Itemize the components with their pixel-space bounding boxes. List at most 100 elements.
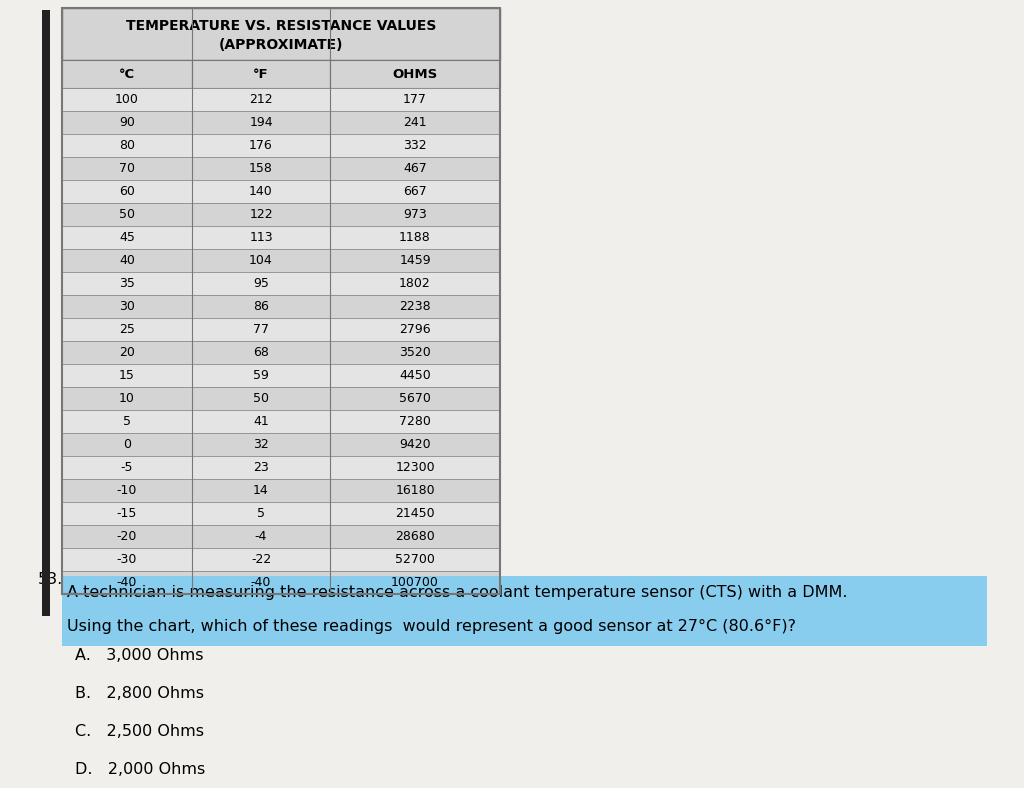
Text: 332: 332 — [403, 139, 427, 152]
Bar — [330, 364, 500, 387]
Bar — [193, 433, 330, 456]
Bar — [193, 548, 330, 571]
Text: 212: 212 — [249, 93, 272, 106]
Bar — [62, 433, 193, 456]
Text: 10: 10 — [119, 392, 135, 405]
Text: 241: 241 — [403, 116, 427, 129]
Bar — [62, 502, 193, 525]
Bar — [330, 571, 500, 594]
Bar — [62, 157, 193, 180]
Text: 50: 50 — [253, 392, 269, 405]
Bar — [193, 60, 330, 88]
Bar — [193, 203, 330, 226]
Bar — [62, 576, 987, 646]
Bar — [330, 157, 500, 180]
Bar — [330, 548, 500, 571]
Bar — [193, 456, 330, 479]
Text: 23: 23 — [253, 461, 269, 474]
Bar — [193, 479, 330, 502]
Text: 90: 90 — [119, 116, 135, 129]
Bar — [62, 525, 193, 548]
Text: (APPROXIMATE): (APPROXIMATE) — [219, 39, 343, 53]
Text: Using the chart, which of these readings  would represent a good sensor at 27°C : Using the chart, which of these readings… — [67, 619, 796, 634]
Text: 1188: 1188 — [399, 231, 431, 244]
Text: 60: 60 — [119, 185, 135, 198]
Text: 53.: 53. — [38, 572, 63, 587]
Bar — [330, 318, 500, 341]
Text: 52700: 52700 — [395, 553, 435, 566]
Text: 1459: 1459 — [399, 254, 431, 267]
Bar — [62, 203, 193, 226]
Bar — [330, 410, 500, 433]
Bar — [62, 60, 193, 88]
Text: 2796: 2796 — [399, 323, 431, 336]
Text: 41: 41 — [253, 415, 269, 428]
Bar — [193, 295, 330, 318]
Bar — [193, 364, 330, 387]
Bar — [193, 341, 330, 364]
Text: -20: -20 — [117, 530, 137, 543]
Bar — [330, 502, 500, 525]
Text: 86: 86 — [253, 300, 269, 313]
Text: 40: 40 — [119, 254, 135, 267]
Text: 9420: 9420 — [399, 438, 431, 451]
Bar — [62, 180, 193, 203]
Bar — [330, 479, 500, 502]
Bar — [62, 410, 193, 433]
Bar — [193, 502, 330, 525]
Text: 30: 30 — [119, 300, 135, 313]
Bar — [193, 525, 330, 548]
Bar — [62, 341, 193, 364]
Bar — [62, 479, 193, 502]
Bar — [193, 88, 330, 111]
Text: 28680: 28680 — [395, 530, 435, 543]
Bar — [330, 341, 500, 364]
Text: 12300: 12300 — [395, 461, 435, 474]
Bar — [193, 571, 330, 594]
Text: -5: -5 — [121, 461, 133, 474]
Bar — [193, 249, 330, 272]
Bar — [62, 8, 500, 594]
Bar — [62, 88, 193, 111]
Bar — [62, 364, 193, 387]
Bar — [62, 272, 193, 295]
Text: 1802: 1802 — [399, 277, 431, 290]
Text: 140: 140 — [249, 185, 272, 198]
Text: -22: -22 — [251, 553, 271, 566]
Bar — [62, 111, 193, 134]
Text: 59: 59 — [253, 369, 269, 382]
Text: -10: -10 — [117, 484, 137, 497]
Text: 973: 973 — [403, 208, 427, 221]
Bar — [330, 249, 500, 272]
Bar — [330, 60, 500, 88]
Text: A technician is measuring the resistance across a coolant temperature sensor (CT: A technician is measuring the resistance… — [67, 585, 848, 600]
Text: 100: 100 — [115, 93, 139, 106]
Text: -4: -4 — [255, 530, 267, 543]
Bar — [193, 180, 330, 203]
Text: 104: 104 — [249, 254, 272, 267]
Text: 177: 177 — [403, 93, 427, 106]
Text: 4450: 4450 — [399, 369, 431, 382]
Bar — [330, 226, 500, 249]
Bar — [193, 272, 330, 295]
Bar — [62, 249, 193, 272]
Text: 68: 68 — [253, 346, 269, 359]
Text: 25: 25 — [119, 323, 135, 336]
Text: -40: -40 — [251, 576, 271, 589]
Text: 3520: 3520 — [399, 346, 431, 359]
Text: 176: 176 — [249, 139, 272, 152]
Bar — [330, 387, 500, 410]
Text: 32: 32 — [253, 438, 269, 451]
Bar — [330, 180, 500, 203]
Bar — [330, 88, 500, 111]
Bar — [62, 8, 500, 60]
Bar — [193, 111, 330, 134]
Text: 113: 113 — [249, 231, 272, 244]
Bar — [62, 548, 193, 571]
Bar — [193, 157, 330, 180]
Text: 21450: 21450 — [395, 507, 435, 520]
Bar — [330, 295, 500, 318]
Text: C.   2,500 Ohms: C. 2,500 Ohms — [75, 723, 204, 738]
Bar — [62, 456, 193, 479]
Text: B.   2,800 Ohms: B. 2,800 Ohms — [75, 686, 204, 701]
